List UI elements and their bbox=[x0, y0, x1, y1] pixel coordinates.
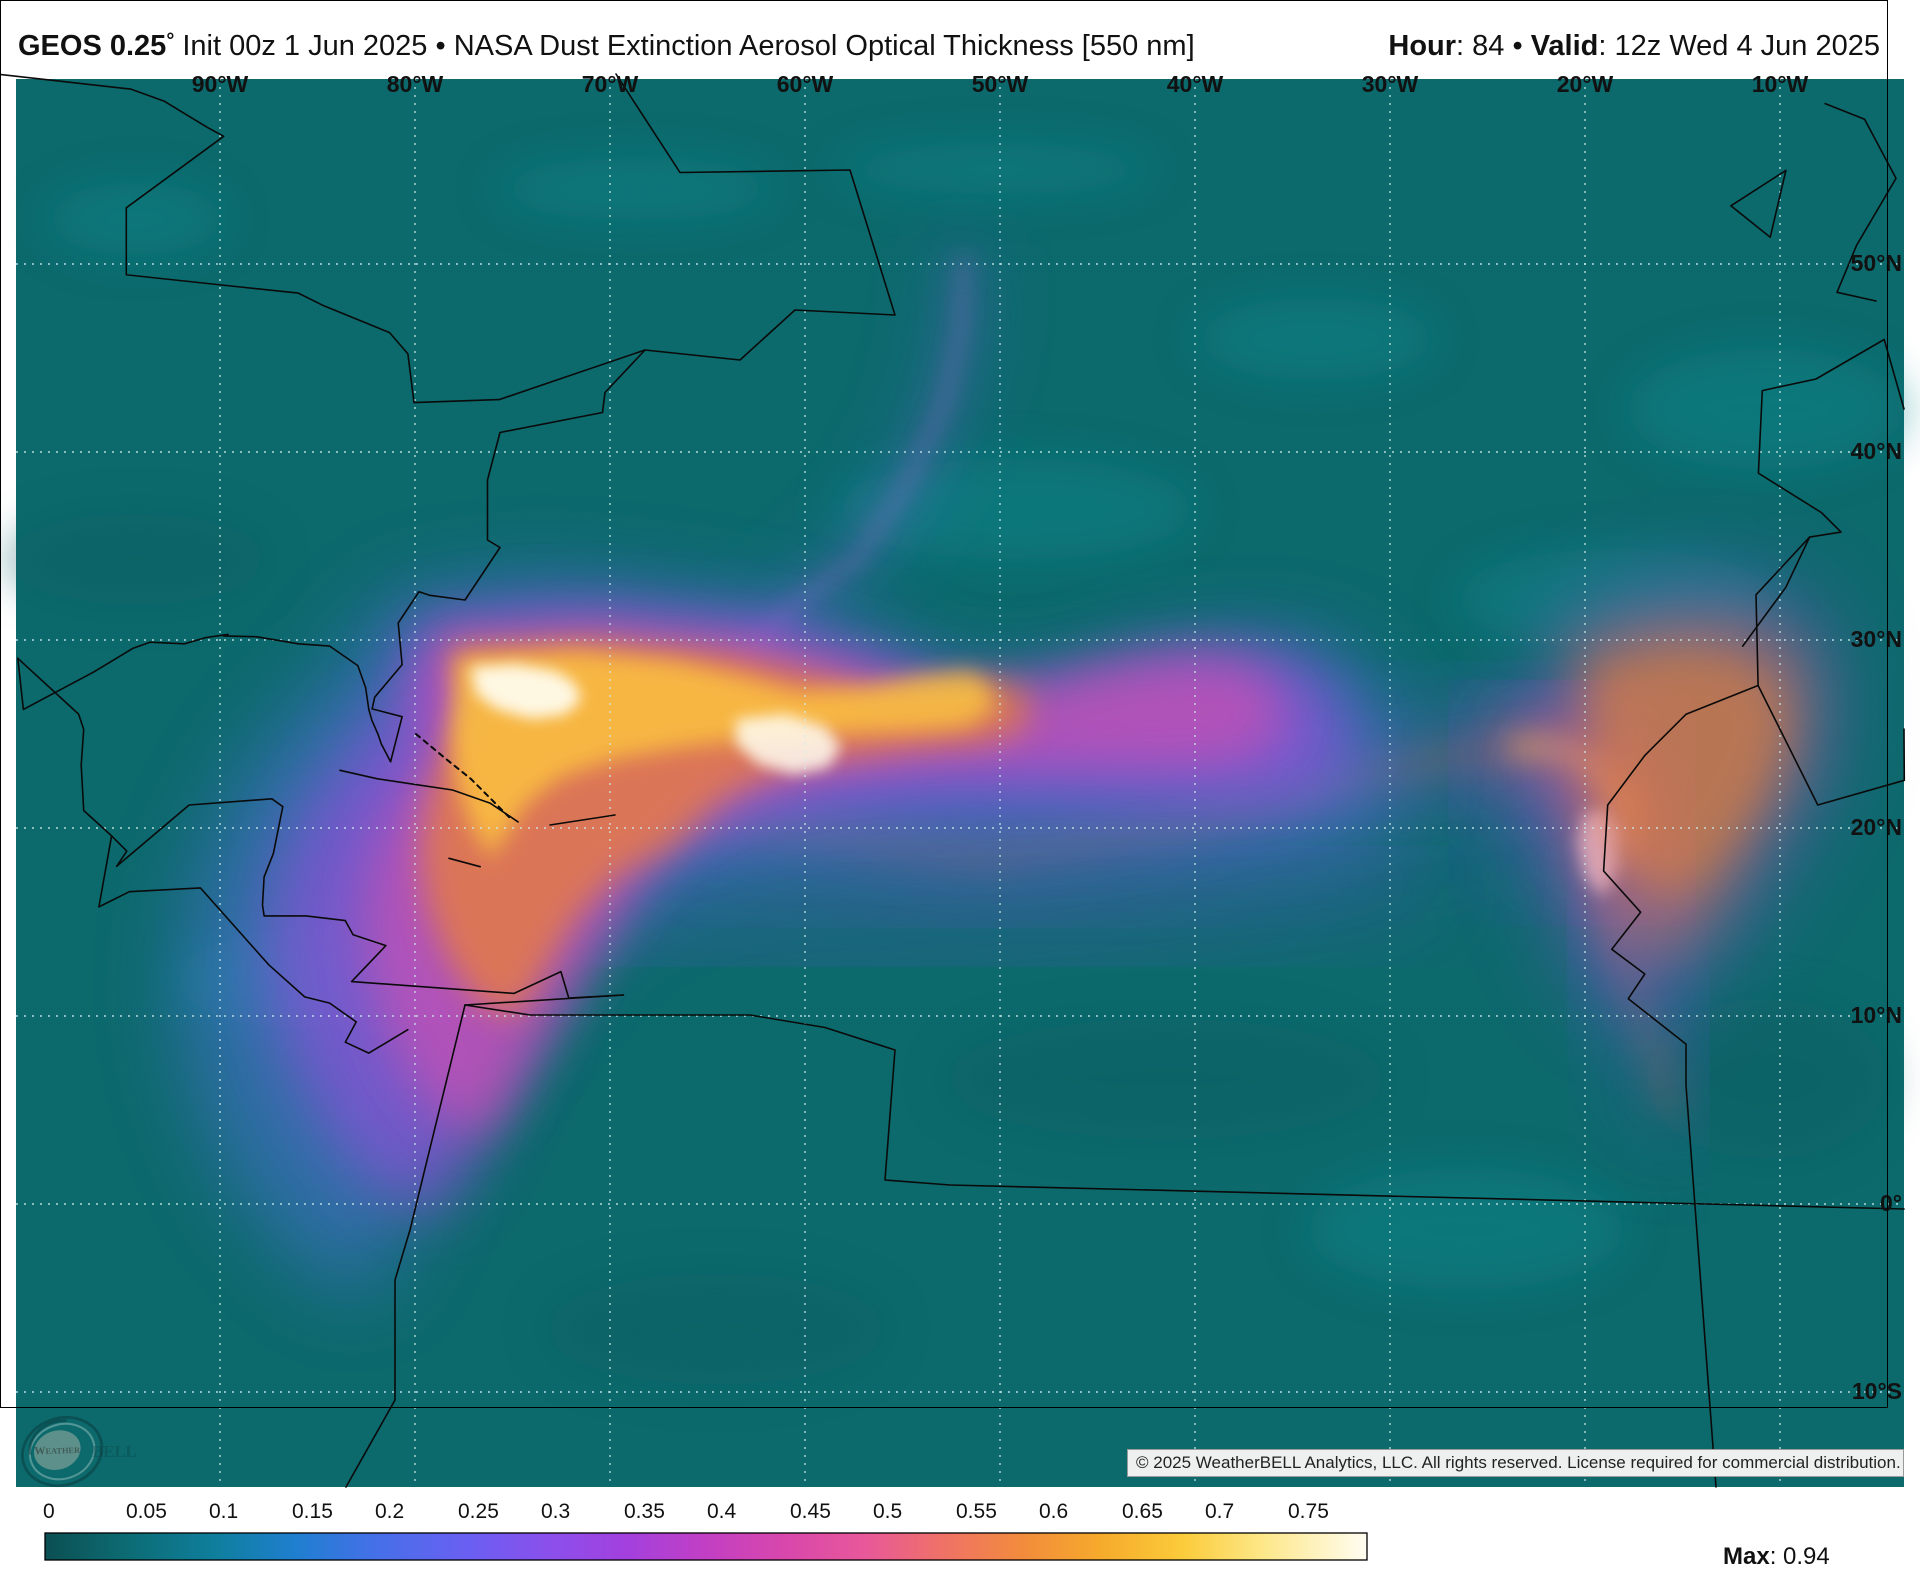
svg-text:20°N: 20°N bbox=[1851, 814, 1902, 840]
svg-text:10°W: 10°W bbox=[1752, 71, 1809, 97]
svg-text:BELL: BELL bbox=[92, 1442, 137, 1461]
svg-text:20°W: 20°W bbox=[1557, 71, 1614, 97]
svg-text:40°W: 40°W bbox=[1167, 71, 1224, 97]
svg-text:40°N: 40°N bbox=[1851, 438, 1902, 464]
svg-text:30°N: 30°N bbox=[1851, 626, 1902, 652]
svg-text:10°N: 10°N bbox=[1851, 1002, 1902, 1028]
svg-text:0°: 0° bbox=[1880, 1190, 1902, 1216]
svg-text:90°W: 90°W bbox=[192, 71, 249, 97]
svg-text:70°W: 70°W bbox=[582, 71, 639, 97]
svg-text:10°S: 10°S bbox=[1852, 1378, 1902, 1404]
svg-text:50°W: 50°W bbox=[972, 71, 1029, 97]
svg-text:60°W: 60°W bbox=[777, 71, 834, 97]
svg-text:30°W: 30°W bbox=[1362, 71, 1419, 97]
svg-text:50°N: 50°N bbox=[1851, 250, 1902, 276]
svg-text:80°W: 80°W bbox=[387, 71, 444, 97]
